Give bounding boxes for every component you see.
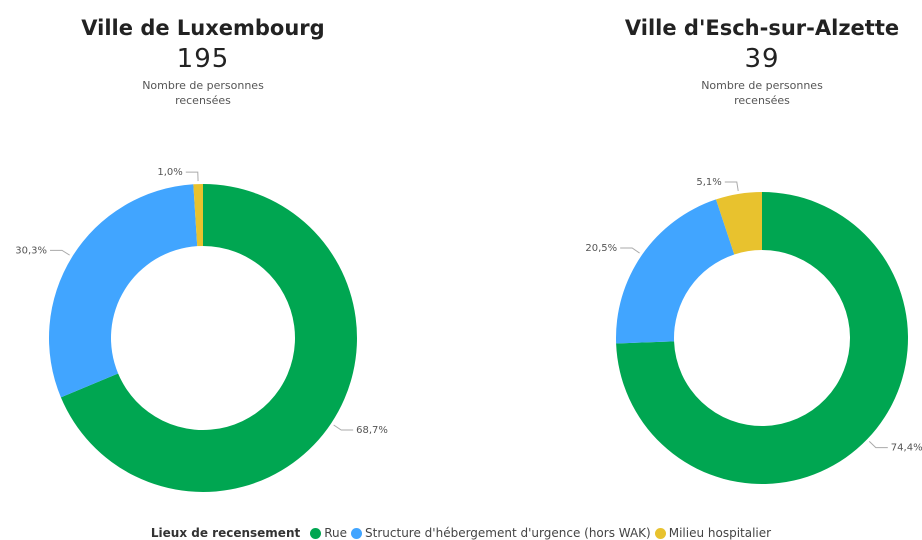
legend-marker	[351, 527, 363, 539]
legend-label: Rue	[324, 526, 348, 540]
legend-marker	[310, 527, 322, 539]
donut-slice	[616, 199, 735, 344]
total-value: 39	[744, 44, 780, 74]
chart-title: Ville de Luxembourg	[81, 16, 325, 40]
legend-label: Structure d'hébergement d'urgence (hors …	[365, 526, 651, 540]
data-label: 5,1%	[696, 177, 721, 188]
leader-line	[185, 171, 199, 182]
data-label: 74,4%	[891, 443, 922, 454]
donut-slice	[616, 192, 908, 484]
total-value: 195	[176, 44, 230, 74]
chart-header: Ville de Luxembourg 195 Nombre de personne…	[43, 0, 363, 108]
legend-label: Milieu hospitalier	[668, 526, 772, 540]
legend: Lieux de recensement Rue Structure d'hébe…	[0, 526, 922, 540]
leader-line	[333, 424, 354, 431]
data-label: 30,3%	[15, 245, 47, 256]
leader-line	[620, 247, 640, 254]
leader-line	[724, 181, 739, 191]
data-label: 20,5%	[585, 243, 617, 254]
donut-slice	[716, 192, 762, 255]
data-label: 1,0%	[157, 167, 182, 178]
donut-slice	[193, 184, 203, 247]
legend-marker	[654, 527, 666, 539]
donut-slice	[48, 184, 198, 398]
data-label: 68,7%	[356, 425, 388, 436]
leader-line	[868, 440, 888, 449]
donut-slice	[60, 184, 357, 492]
leader-line	[50, 249, 70, 256]
total-label: Nombre de personnes recensées	[142, 79, 264, 107]
chart-title: Ville d'Esch-sur-Alzette	[624, 16, 900, 40]
total-label: Nombre de personnes recensées	[701, 79, 823, 107]
legend-title: Lieux de recensement	[150, 526, 301, 540]
chart-header: Ville d'Esch-sur-Alzette 39 Nombre de pers…	[602, 0, 922, 108]
